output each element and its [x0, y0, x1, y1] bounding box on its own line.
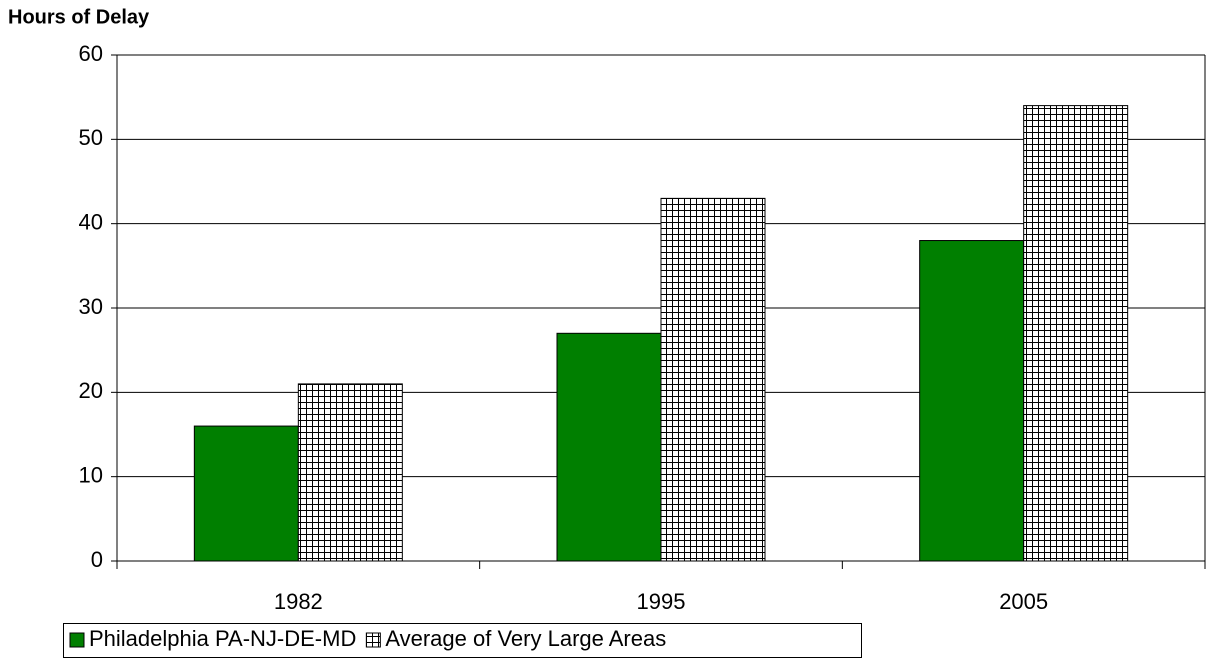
legend-swatch: [365, 632, 381, 648]
y-tick-label: 30: [79, 294, 103, 319]
x-tick-label: 1995: [637, 589, 686, 614]
x-tick-label: 2005: [999, 589, 1048, 614]
legend-label: Average of Very Large Areas: [385, 626, 666, 651]
bar: [193, 425, 299, 562]
y-tick-label: 10: [79, 462, 103, 487]
chart-title: Hours of Delay: [8, 6, 150, 28]
bar: [297, 383, 403, 562]
bar: [919, 240, 1025, 562]
legend-label: Philadelphia PA-NJ-DE-MD: [89, 626, 356, 651]
x-tick-label: 1982: [274, 589, 323, 614]
y-tick-label: 20: [79, 378, 103, 403]
y-tick-label: 0: [91, 547, 103, 572]
bar: [660, 197, 766, 562]
y-tick-label: 40: [79, 209, 103, 234]
y-tick-label: 60: [79, 41, 103, 66]
bar: [1023, 105, 1129, 562]
legend-swatch: [69, 632, 85, 648]
y-tick-label: 50: [79, 125, 103, 150]
legend-box: [63, 623, 862, 658]
bar: [556, 332, 662, 562]
